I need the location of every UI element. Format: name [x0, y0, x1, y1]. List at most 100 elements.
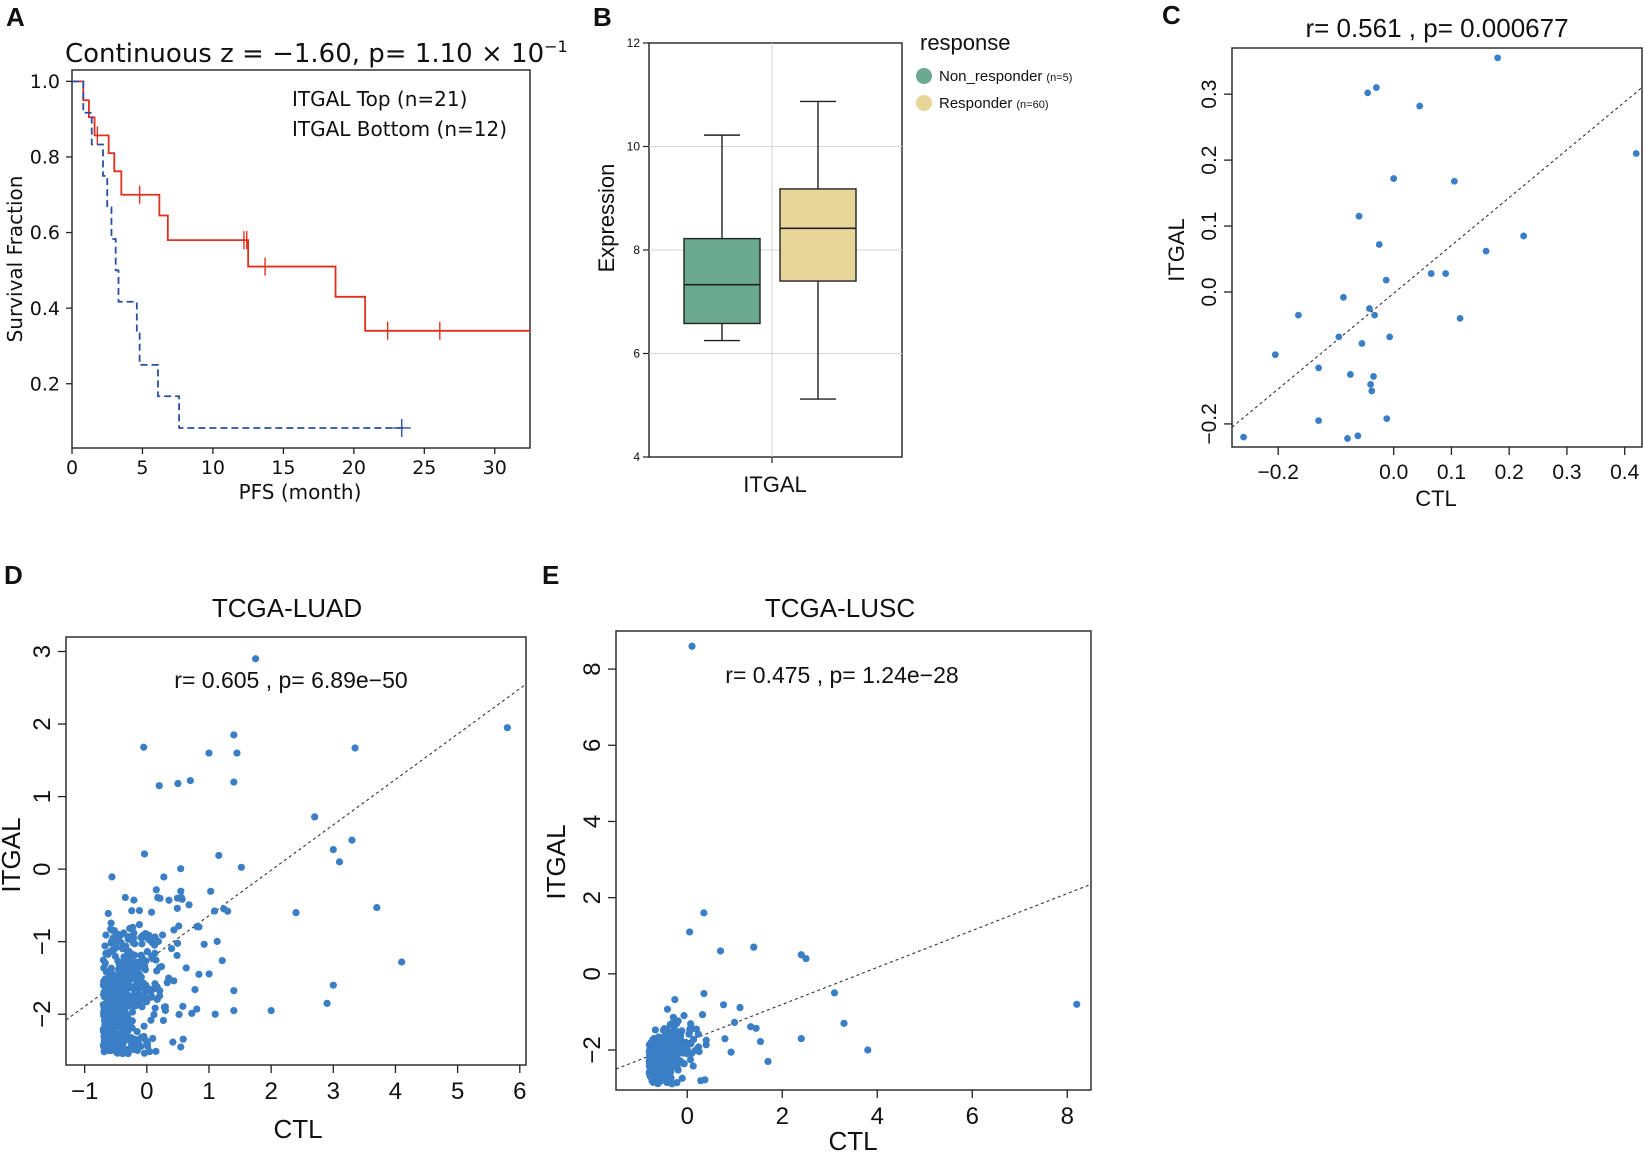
scatter-point: [121, 1032, 129, 1040]
y-tick-label: 4: [579, 815, 606, 828]
scatter-point: [131, 940, 139, 948]
scatter-point: [348, 836, 356, 844]
x-tick-label: −0.2: [1257, 461, 1298, 484]
panel-a-plot-frame: [71, 69, 531, 449]
panel-e-title: TCGA-LUSC: [765, 593, 915, 623]
scatter-point: [1390, 175, 1398, 182]
y-tick-label: −2: [579, 1036, 606, 1063]
scatter-point: [161, 1003, 169, 1011]
scatter-point: [1632, 150, 1640, 157]
scatter-point: [113, 980, 121, 988]
scatter-point: [109, 946, 117, 955]
scatter-point: [129, 923, 137, 931]
x-tick-label: 3: [327, 1078, 340, 1105]
y-tick-label: 0.2: [1198, 146, 1221, 175]
scatter-point: [115, 1013, 123, 1021]
scatter-point: [1372, 84, 1380, 91]
scatter-point: [1340, 293, 1347, 301]
x-tick-label: 5: [136, 457, 148, 479]
y-tick-label: 8: [633, 243, 640, 257]
scatter-point: [123, 1013, 132, 1021]
scatter-point: [102, 968, 110, 976]
panel-e-points: [615, 642, 1092, 1088]
x-tick-label: 10: [201, 457, 225, 479]
scatter-point: [1358, 340, 1366, 347]
scatter-point: [118, 945, 127, 953]
scatter-point: [230, 987, 238, 995]
scatter-point: [1383, 415, 1391, 423]
scatter-point: [188, 1009, 196, 1017]
scatter-point: [159, 1016, 168, 1025]
y-tick-label: 1.0: [30, 71, 60, 93]
scatter-point: [213, 937, 221, 945]
scatter-point: [1364, 89, 1372, 97]
scatter-point: [109, 926, 117, 935]
panel-c-y-ticks: −0.2 0.0 0.1 0.2 0.3: [1198, 80, 1232, 445]
scatter-point: [158, 931, 167, 939]
panel-label-e: E: [542, 560, 559, 590]
scatter-point: [104, 1006, 112, 1014]
scatter-point: [267, 1006, 275, 1015]
scatter-point: [1073, 1000, 1081, 1008]
y-tick-label: 0.0: [1198, 277, 1221, 306]
y-tick-label: 0: [579, 967, 606, 980]
scatter-point: [156, 992, 164, 1000]
panel-d-xlabel: CTL: [273, 1114, 322, 1144]
y-tick-label: 0.4: [30, 298, 60, 320]
scatter-point: [1240, 433, 1247, 441]
scatter-point: [173, 904, 181, 912]
scatter-point: [671, 995, 679, 1004]
scatter-point: [193, 1005, 201, 1013]
panel-c-ylabel: ITGAL: [1164, 218, 1189, 282]
panel-b-legend-responder: Responder (n=60): [939, 95, 1049, 112]
scatter-point: [1295, 311, 1302, 319]
scatter-point: [211, 1010, 219, 1018]
scatter-point: [149, 1034, 157, 1043]
scatter-point: [111, 952, 119, 960]
scatter-point: [128, 1024, 136, 1032]
scatter-point: [698, 1011, 707, 1019]
scatter-point: [111, 1000, 120, 1008]
scatter-point: [647, 1050, 655, 1058]
y-tick-label: 3: [29, 645, 56, 658]
scatter-point: [177, 865, 185, 873]
scatter-point: [131, 975, 139, 983]
scatter-point: [128, 1008, 137, 1016]
scatter-point: [120, 994, 128, 1002]
scatter-point: [175, 1010, 183, 1019]
scatter-point: [140, 743, 148, 751]
scatter-point: [207, 887, 215, 895]
scatter-point: [127, 950, 135, 958]
panel-b-legend-nonresponder: Non_responder (n=5): [939, 68, 1072, 85]
scatter-point: [329, 845, 337, 854]
scatter-point: [152, 956, 160, 964]
panel-c-xlabel: CTL: [1415, 486, 1457, 511]
scatter-point: [335, 858, 344, 866]
scatter-point: [1375, 241, 1383, 248]
regression-line: [1231, 87, 1643, 428]
scatter-point: [163, 979, 171, 987]
scatter-point: [1520, 232, 1528, 240]
scatter-point: [840, 1019, 848, 1027]
scatter-point: [142, 929, 150, 938]
x-tick-label: 0: [681, 1103, 694, 1130]
scatter-point: [160, 873, 168, 881]
y-tick-label: 0.2: [30, 373, 60, 395]
scatter-point: [668, 1046, 676, 1054]
scatter-point: [1355, 212, 1363, 220]
scatter-point: [1482, 247, 1490, 255]
scatter-point: [182, 964, 190, 972]
scatter-point: [135, 921, 144, 929]
y-tick-label: 8: [579, 662, 606, 675]
scatter-point: [179, 1035, 187, 1043]
scatter-point: [149, 985, 158, 993]
y-tick-label: 0: [29, 862, 56, 875]
panel-b-boxes: [683, 100, 857, 400]
scatter-point: [119, 1019, 127, 1027]
scatter-point: [1368, 387, 1376, 395]
scatter-point: [100, 977, 108, 985]
scatter-point: [143, 948, 151, 956]
x-tick-label: 4: [389, 1078, 402, 1105]
scatter-point: [210, 907, 219, 915]
panel-a-ylabel: Survival Fraction: [3, 176, 27, 343]
